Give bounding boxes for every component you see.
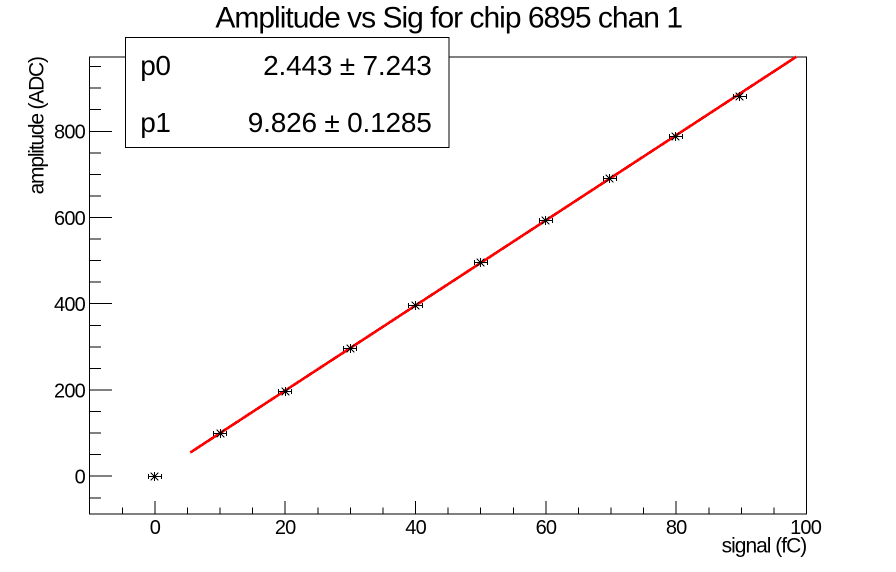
- svg-text:60: 60: [536, 517, 557, 539]
- svg-text:p1: p1: [140, 107, 170, 138]
- svg-text:signal (fC): signal (fC): [722, 535, 807, 558]
- svg-text:0: 0: [150, 517, 161, 539]
- svg-text:400: 400: [54, 294, 86, 316]
- svg-text:9.826 ± 0.1285: 9.826 ± 0.1285: [248, 107, 432, 138]
- svg-text:p0: p0: [140, 50, 170, 81]
- svg-text:2.443 ± 7.243: 2.443 ± 7.243: [263, 50, 431, 81]
- svg-text:200: 200: [54, 380, 86, 402]
- svg-text:20: 20: [275, 517, 296, 539]
- svg-text:800: 800: [54, 122, 86, 144]
- svg-text:Amplitude vs Sig for chip 6895: Amplitude vs Sig for chip 6895 chan 1: [215, 2, 682, 35]
- svg-text:0: 0: [75, 467, 86, 489]
- svg-text:80: 80: [666, 517, 687, 539]
- svg-text:amplitude (ADC): amplitude (ADC): [26, 57, 49, 194]
- svg-text:600: 600: [54, 208, 86, 230]
- svg-text:40: 40: [405, 517, 426, 539]
- svg-text:100: 100: [790, 517, 822, 539]
